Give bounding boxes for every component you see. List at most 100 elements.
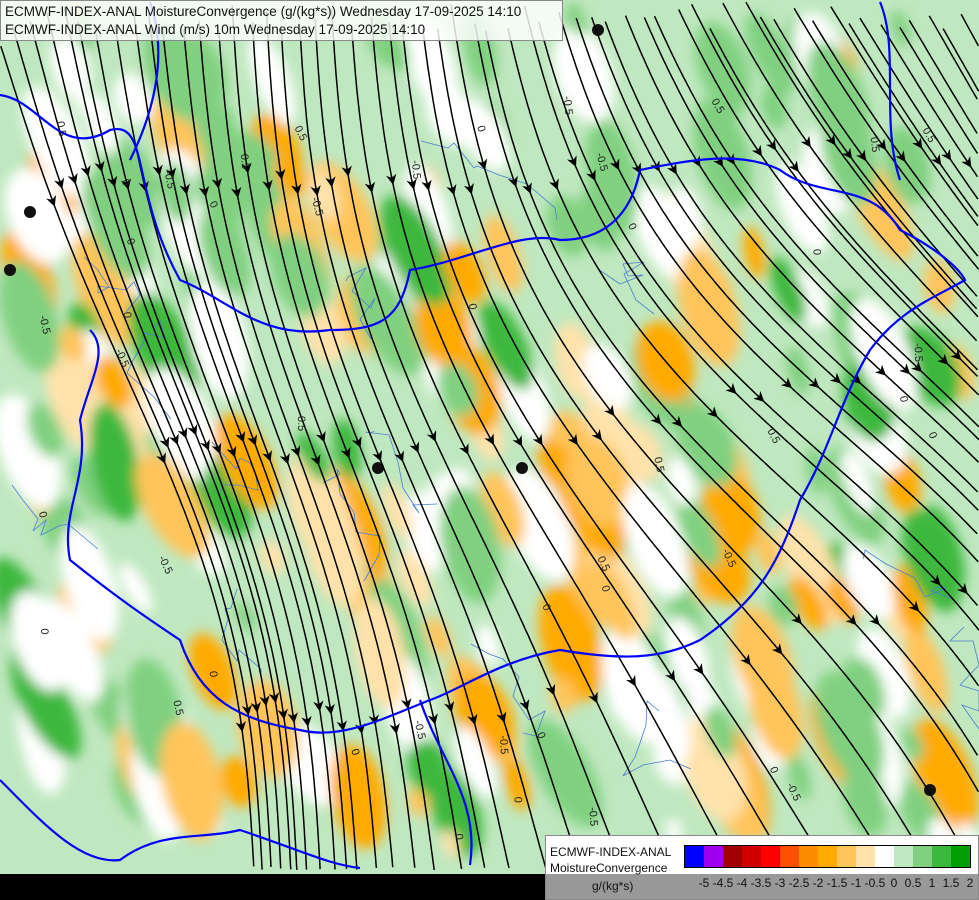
contour-label: -0.5 bbox=[309, 196, 326, 217]
convergence-blob bbox=[259, 540, 285, 575]
streamline-arrow bbox=[586, 169, 596, 182]
streamline-arrow bbox=[566, 155, 577, 168]
convergence-blob bbox=[633, 186, 695, 281]
streamline-arrow bbox=[665, 669, 676, 682]
convergence-blob bbox=[43, 334, 105, 450]
streamline bbox=[678, 9, 979, 396]
streamline-arrow bbox=[250, 701, 262, 713]
river bbox=[11, 484, 99, 550]
contour-label: -0.5 bbox=[37, 314, 53, 335]
streamline-arrow bbox=[46, 194, 57, 207]
streamline-arrow bbox=[771, 643, 783, 655]
streamline-arrow bbox=[156, 452, 166, 464]
convergence-blob bbox=[535, 502, 555, 528]
convergence-blob bbox=[478, 300, 534, 391]
streamline-arrow bbox=[291, 183, 302, 195]
convergence-blob bbox=[503, 755, 531, 811]
convergence-blob bbox=[745, 12, 795, 96]
contour-label: 0 bbox=[767, 765, 780, 775]
streamline-arrow bbox=[406, 178, 417, 190]
legend-tick-label: -2 bbox=[812, 876, 824, 890]
convergence-blob bbox=[731, 605, 794, 710]
river bbox=[420, 140, 558, 221]
convergence-blob bbox=[455, 727, 497, 798]
streamline-arrow bbox=[340, 446, 351, 459]
legend-tick-label: 0.5 bbox=[904, 876, 922, 890]
convergence-blob bbox=[22, 86, 92, 198]
legend-tick-label: -0.5 bbox=[864, 876, 886, 890]
contour-label: -0.5 bbox=[911, 343, 924, 362]
convergence-blob bbox=[10, 651, 82, 760]
streamline-arrow bbox=[477, 158, 488, 170]
convergence-blob bbox=[743, 226, 765, 279]
streamline-arrow bbox=[67, 172, 78, 185]
convergence-blob bbox=[760, 86, 788, 130]
legend-swatch bbox=[685, 846, 704, 867]
convergence-blob bbox=[234, 601, 257, 632]
contour-label: -0.5 bbox=[412, 719, 428, 740]
convergence-blob bbox=[546, 195, 589, 257]
streamline-arrow bbox=[310, 454, 321, 466]
streamline bbox=[880, 24, 979, 178]
legend-swatch bbox=[818, 846, 837, 867]
streamline-arrow bbox=[443, 700, 455, 713]
convergence-blob bbox=[60, 525, 119, 642]
convergence-blob bbox=[89, 403, 141, 522]
streamline bbox=[350, 25, 675, 870]
streamline-arrow bbox=[364, 181, 376, 193]
streamline-arrow bbox=[496, 711, 507, 724]
contour-label: 0 bbox=[206, 199, 219, 210]
river bbox=[622, 700, 692, 777]
legend-tick-label: -4 bbox=[736, 876, 748, 890]
streamline-arrow bbox=[187, 423, 198, 436]
convergence-blob bbox=[677, 249, 741, 367]
convergence-blob bbox=[114, 73, 153, 124]
convergence-blob bbox=[769, 256, 807, 322]
streamline-arrow bbox=[507, 175, 518, 188]
convergence-blob bbox=[841, 451, 875, 514]
streamline bbox=[575, 17, 978, 535]
streamline-arrow bbox=[841, 147, 853, 160]
legend-tick-label: 1 bbox=[928, 876, 936, 890]
convergence-blob bbox=[787, 753, 811, 800]
streamline bbox=[330, 8, 624, 870]
streamline-arrow bbox=[895, 150, 906, 162]
contour-label: 0 bbox=[534, 730, 547, 740]
legend-swatch bbox=[932, 846, 951, 867]
streamline-arrow bbox=[650, 413, 662, 425]
convergence-blob bbox=[589, 559, 636, 640]
streamline-arrow bbox=[279, 452, 290, 465]
streamline-arrow bbox=[484, 433, 495, 446]
streamline bbox=[507, 28, 979, 687]
streamline-arrow bbox=[808, 377, 820, 389]
streamline-arrow bbox=[159, 436, 170, 449]
streamline-arrow bbox=[800, 135, 811, 148]
streamline-arrow bbox=[751, 144, 763, 157]
convergence-blob bbox=[553, 27, 615, 123]
streamline-arrow bbox=[829, 372, 842, 384]
streamline-arrow bbox=[211, 177, 223, 189]
convergence-blob bbox=[26, 403, 64, 458]
convergence-blob bbox=[924, 259, 955, 314]
streamline-arrow bbox=[855, 149, 867, 162]
streamline-arrow bbox=[165, 167, 177, 179]
contour-label: 0 bbox=[124, 237, 137, 247]
streamline-arrow bbox=[875, 138, 887, 151]
streamline-arrow bbox=[394, 450, 404, 463]
legend-swatch bbox=[951, 846, 970, 867]
convergence-blob bbox=[705, 705, 736, 759]
legend-parameter: MoistureConvergence bbox=[550, 861, 668, 875]
contour-label: 0 bbox=[599, 584, 612, 593]
contour-label: 0 bbox=[452, 833, 465, 841]
streamline-arrow bbox=[930, 153, 942, 166]
legend-unit: g/(kg*s) bbox=[592, 879, 634, 893]
legend-tick-label: -3.5 bbox=[750, 876, 772, 890]
streamline-arrow bbox=[519, 699, 530, 711]
convergence-blob bbox=[437, 362, 479, 417]
streamline bbox=[942, 28, 979, 92]
legend-swatch bbox=[875, 846, 894, 867]
streamline-arrow bbox=[262, 450, 273, 462]
convergence-blob bbox=[248, 35, 296, 124]
streamline-arrow bbox=[467, 713, 478, 726]
streamline-arrow bbox=[107, 175, 118, 188]
